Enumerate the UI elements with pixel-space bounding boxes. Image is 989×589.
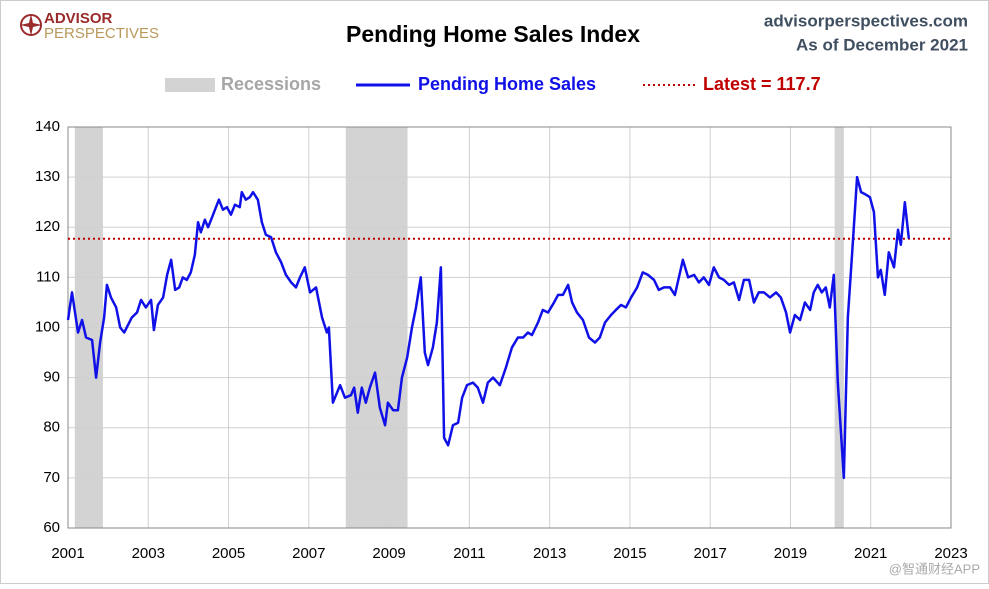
y-tick-label: 120 xyxy=(35,218,60,235)
x-tick-label: 2023 xyxy=(934,545,967,562)
legend-label: Recessions xyxy=(221,74,321,94)
y-tick-label: 130 xyxy=(35,168,60,185)
source-date: As of December 2021 xyxy=(796,35,968,54)
x-tick-label: 2001 xyxy=(51,545,84,562)
x-tick-label: 2019 xyxy=(774,545,807,562)
y-tick-label: 70 xyxy=(43,469,60,486)
y-tick-label: 100 xyxy=(35,318,60,335)
x-tick-label: 2013 xyxy=(533,545,566,562)
series-line xyxy=(66,175,911,480)
y-tick-label: 60 xyxy=(43,519,60,536)
y-tick-label: 80 xyxy=(43,419,60,436)
x-tick-label: 2011 xyxy=(453,545,485,562)
legend-label: Pending Home Sales xyxy=(418,74,596,94)
y-tick-label: 140 xyxy=(35,118,60,135)
legend-swatch xyxy=(165,78,215,92)
plot-border xyxy=(67,126,952,529)
x-tick-label: 2015 xyxy=(613,545,646,562)
brand-line2: PERSPECTIVES xyxy=(44,25,159,42)
x-tick-label: 2005 xyxy=(212,545,245,562)
legend-label: Latest = 117.7 xyxy=(703,74,821,94)
y-tick-label: 110 xyxy=(36,268,60,285)
x-tick-label: 2021 xyxy=(854,545,887,562)
logo-icon xyxy=(20,14,42,36)
x-tick-label: 2007 xyxy=(292,545,325,562)
watermark: @智通财经APP xyxy=(889,561,980,576)
source-site: advisorperspectives.com xyxy=(764,11,968,30)
chart-title: Pending Home Sales Index xyxy=(346,21,640,47)
y-tick-label: 90 xyxy=(43,369,60,386)
x-tick-label: 2003 xyxy=(132,545,165,562)
brand-line1: ADVISOR xyxy=(44,10,113,27)
x-tick-label: 2009 xyxy=(372,545,405,562)
x-tick-label: 2017 xyxy=(693,545,726,562)
